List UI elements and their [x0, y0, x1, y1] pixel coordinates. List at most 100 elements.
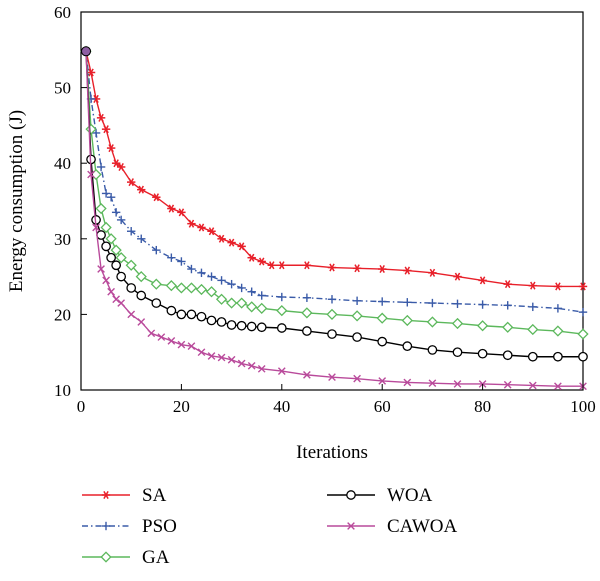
x-tick-label-60: 60	[374, 397, 391, 416]
series-ga	[80, 45, 589, 340]
data-point-sa-32	[237, 242, 246, 251]
data-point-ga-90	[527, 323, 539, 336]
data-point-ga-55	[351, 310, 363, 322]
data-point-pso-80	[478, 300, 487, 309]
data-point-woa-24	[196, 311, 207, 322]
data-point-sa-5	[101, 125, 111, 134]
data-point-cawoa-12	[137, 318, 146, 326]
legend-item-pso: PSO	[82, 516, 177, 537]
data-point-pso-28	[217, 276, 226, 285]
series-line-sa	[85, 51, 583, 288]
data-point-pso-12	[137, 234, 146, 243]
data-point-sa-75	[453, 272, 462, 281]
y-axis-label: Energy consumption (J)	[6, 110, 27, 292]
series-line-ga	[85, 51, 584, 335]
data-point-ga-95	[552, 325, 564, 337]
data-point-cawoa-10	[127, 310, 136, 319]
data-point-pso-50	[327, 295, 337, 304]
data-point-pso-30	[227, 279, 236, 289]
data-point-woa-85	[502, 350, 513, 361]
data-point-woa-15	[151, 298, 162, 308]
data-point-pso-40	[277, 292, 286, 302]
data-point-pso-60	[378, 297, 387, 306]
data-point-cawoa-28	[217, 353, 226, 362]
data-point-ga-20	[175, 282, 188, 294]
data-point-cawoa-60	[378, 377, 387, 385]
data-point-pso-32	[237, 283, 246, 293]
data-point-pso-24	[197, 268, 206, 278]
start-point-marker	[81, 46, 92, 57]
data-point-ga-26	[205, 286, 218, 298]
data-point-ga-10	[125, 259, 137, 271]
data-point-sa-45	[302, 261, 312, 270]
data-point-cawoa-4	[97, 265, 105, 273]
data-point-woa-10	[126, 283, 137, 293]
data-point-ga-30	[225, 297, 238, 309]
data-point-woa-8	[116, 271, 127, 282]
data-point-ga-34	[246, 301, 258, 313]
y-tick-label-30: 30	[54, 230, 71, 249]
data-point-cawoa-14	[147, 329, 156, 338]
data-point-sa-36	[257, 257, 266, 266]
data-point-sa-2	[86, 68, 96, 77]
data-point-cawoa-5	[102, 276, 110, 285]
series-layer	[80, 45, 589, 391]
x-tick-label-40: 40	[273, 397, 290, 416]
data-point-ga-18	[165, 280, 177, 292]
series-line-pso	[85, 51, 584, 313]
legend-item-ga: GA	[82, 547, 170, 568]
data-point-pso-65	[403, 298, 412, 307]
data-point-cawoa-36	[257, 364, 266, 373]
data-point-pso-20	[177, 257, 186, 266]
data-point-sa-38	[267, 261, 276, 270]
data-point-pso-10	[127, 227, 136, 236]
data-point-woa-18	[166, 305, 177, 316]
data-point-pso-22	[187, 264, 196, 274]
data-point-woa-95	[553, 351, 563, 362]
legend-marker-sa	[101, 490, 111, 500]
data-point-ga-70	[426, 316, 439, 328]
data-point-woa-90	[527, 351, 538, 362]
data-point-cawoa-22	[187, 342, 196, 351]
data-point-pso-95	[553, 304, 563, 313]
data-point-sa-28	[217, 234, 226, 243]
y-tick-label-10: 10	[54, 381, 71, 400]
data-point-woa-50	[327, 329, 337, 339]
data-point-woa-100	[578, 351, 588, 362]
data-point-pso-75	[453, 299, 462, 309]
data-point-pso-5	[101, 189, 111, 198]
y-tick-label-40: 40	[54, 154, 71, 173]
data-point-sa-90	[528, 281, 537, 290]
data-point-sa-18	[167, 204, 176, 213]
legend: SA PSO GA WOA CAWOA	[82, 485, 458, 568]
data-point-ga-100	[577, 328, 589, 340]
legend-item-sa: SA	[82, 485, 167, 506]
data-point-sa-12	[137, 185, 146, 194]
data-point-sa-34	[247, 253, 256, 262]
legend-label-ga: GA	[142, 547, 170, 568]
data-point-cawoa-70	[428, 379, 437, 388]
legend-marker-woa	[346, 490, 356, 500]
data-point-pso-18	[167, 253, 176, 262]
data-point-sa-24	[197, 223, 206, 232]
data-point-ga-5	[100, 221, 112, 234]
data-point-woa-80	[477, 348, 488, 359]
data-point-sa-100	[578, 282, 588, 291]
y-tick-label-20: 20	[54, 305, 71, 324]
data-point-cawoa-80	[478, 380, 487, 388]
data-point-woa-6	[106, 252, 116, 263]
series-line-woa	[85, 51, 583, 358]
data-point-sa-60	[378, 265, 387, 274]
legend-item-cawoa: CAWOA	[327, 516, 458, 537]
data-point-ga-50	[326, 308, 338, 321]
legend-label-pso: PSO	[142, 516, 177, 537]
legend-label-cawoa: CAWOA	[387, 516, 458, 537]
data-point-sa-95	[553, 282, 563, 291]
data-point-ga-80	[476, 320, 489, 332]
data-point-pso-6	[106, 193, 116, 202]
data-point-sa-65	[403, 266, 412, 275]
data-point-pso-8	[116, 215, 126, 225]
data-point-pso-7	[111, 208, 121, 217]
data-point-cawoa-26	[207, 352, 216, 360]
x-tick-label-0: 0	[77, 397, 86, 416]
